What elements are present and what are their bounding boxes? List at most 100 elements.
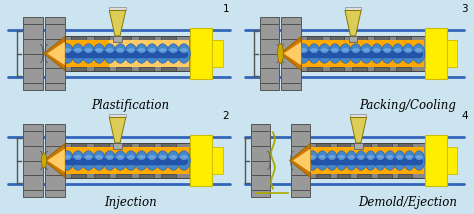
Ellipse shape [85,48,92,53]
Ellipse shape [127,48,135,53]
Ellipse shape [365,151,376,170]
FancyBboxPatch shape [329,36,345,40]
Ellipse shape [360,44,373,63]
FancyBboxPatch shape [113,143,122,149]
FancyBboxPatch shape [139,36,154,40]
Ellipse shape [148,48,156,53]
Ellipse shape [415,48,422,53]
Ellipse shape [392,44,404,63]
Text: Plastification: Plastification [91,99,169,112]
Ellipse shape [74,155,82,160]
Text: Packing/Cooling: Packing/Cooling [359,99,456,112]
Text: Injection: Injection [104,196,157,209]
Ellipse shape [300,48,307,53]
FancyBboxPatch shape [116,36,131,40]
FancyBboxPatch shape [396,67,411,71]
Ellipse shape [350,44,362,63]
Ellipse shape [317,151,328,170]
FancyBboxPatch shape [212,147,223,174]
FancyBboxPatch shape [337,143,350,147]
Polygon shape [44,37,65,70]
Ellipse shape [61,151,73,170]
FancyBboxPatch shape [291,124,310,197]
Ellipse shape [384,151,396,170]
Ellipse shape [394,151,405,170]
Ellipse shape [404,151,415,170]
Text: 1: 1 [222,4,229,14]
Ellipse shape [381,44,393,63]
FancyBboxPatch shape [161,36,176,40]
Polygon shape [47,42,65,65]
Ellipse shape [106,48,114,53]
FancyBboxPatch shape [357,143,371,147]
FancyBboxPatch shape [66,147,189,174]
Ellipse shape [167,44,180,63]
Ellipse shape [355,151,367,170]
FancyBboxPatch shape [65,143,190,178]
FancyBboxPatch shape [354,143,363,149]
FancyBboxPatch shape [352,67,367,71]
Polygon shape [47,149,65,172]
FancyBboxPatch shape [425,28,447,79]
Ellipse shape [156,44,169,63]
FancyBboxPatch shape [316,174,330,178]
Ellipse shape [402,44,414,63]
Ellipse shape [412,44,425,63]
FancyBboxPatch shape [94,67,109,71]
FancyBboxPatch shape [66,40,189,67]
Polygon shape [109,10,126,36]
FancyBboxPatch shape [161,174,176,178]
Ellipse shape [64,155,71,160]
FancyBboxPatch shape [109,114,126,117]
FancyBboxPatch shape [357,174,371,178]
Ellipse shape [357,155,365,160]
FancyBboxPatch shape [113,36,122,42]
FancyBboxPatch shape [71,143,86,147]
FancyBboxPatch shape [65,36,190,71]
Ellipse shape [93,151,105,170]
FancyBboxPatch shape [260,17,279,90]
Ellipse shape [103,44,116,63]
FancyBboxPatch shape [349,36,357,42]
Ellipse shape [396,155,403,160]
Ellipse shape [135,44,148,63]
Ellipse shape [82,151,95,170]
Ellipse shape [93,44,105,63]
Ellipse shape [383,48,391,53]
Ellipse shape [406,155,413,160]
FancyBboxPatch shape [23,124,43,197]
Ellipse shape [138,155,146,160]
Ellipse shape [416,155,422,160]
FancyBboxPatch shape [374,36,389,40]
Polygon shape [290,144,310,177]
FancyBboxPatch shape [378,143,392,147]
FancyBboxPatch shape [71,67,86,71]
Ellipse shape [328,44,341,63]
FancyBboxPatch shape [45,17,65,90]
Ellipse shape [117,155,124,160]
Polygon shape [44,144,65,177]
Ellipse shape [146,44,158,63]
Ellipse shape [95,48,103,53]
Ellipse shape [297,44,310,63]
Ellipse shape [74,48,82,53]
Ellipse shape [336,151,347,170]
Ellipse shape [138,48,146,53]
Ellipse shape [338,155,345,160]
Ellipse shape [156,151,169,170]
FancyBboxPatch shape [329,67,345,71]
Ellipse shape [125,151,137,170]
FancyBboxPatch shape [139,67,154,71]
Ellipse shape [319,155,326,160]
Polygon shape [109,117,126,143]
FancyBboxPatch shape [71,36,86,40]
Ellipse shape [413,151,425,170]
Ellipse shape [180,48,188,53]
Ellipse shape [363,48,370,53]
FancyBboxPatch shape [139,143,154,147]
Ellipse shape [308,44,320,63]
Ellipse shape [373,48,381,53]
Ellipse shape [103,151,116,170]
Ellipse shape [125,44,137,63]
FancyBboxPatch shape [399,174,412,178]
